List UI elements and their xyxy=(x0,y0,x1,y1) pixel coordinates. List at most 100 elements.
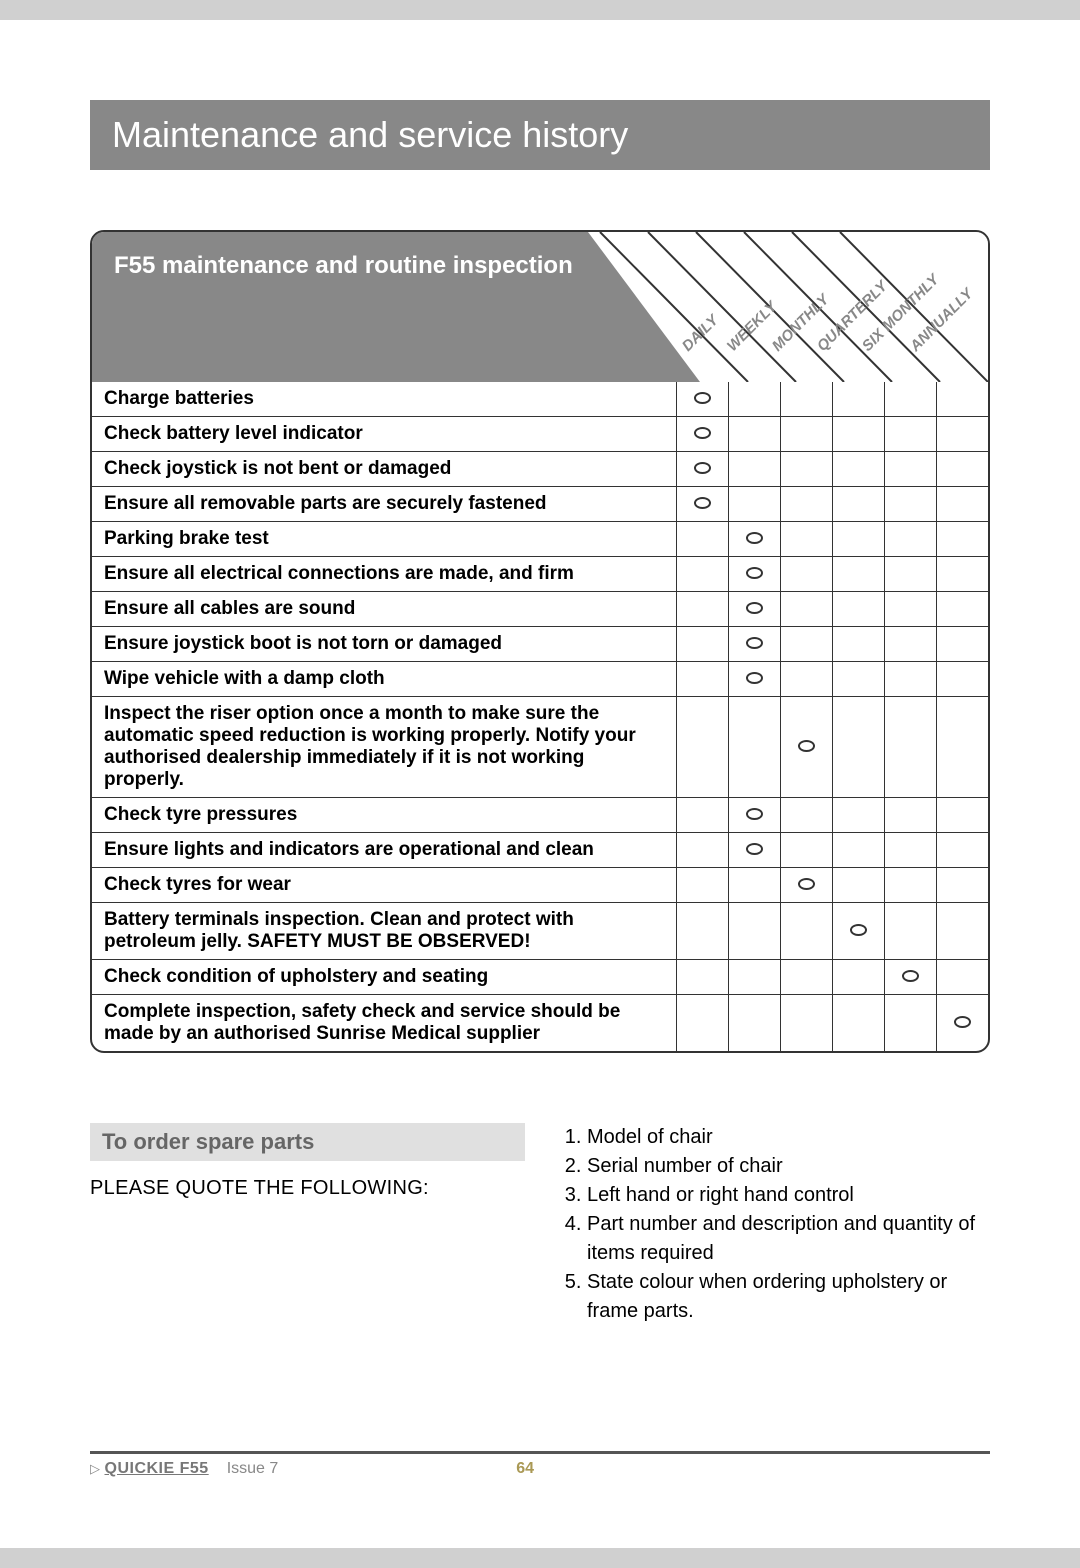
frequency-cell xyxy=(884,592,936,627)
frequency-cell xyxy=(676,627,728,662)
check-dot-icon xyxy=(746,637,763,649)
frequency-cell xyxy=(780,452,832,487)
list-item: State colour when ordering upholstery or… xyxy=(587,1268,990,1326)
frequency-cell xyxy=(936,382,988,417)
frequency-cell xyxy=(676,833,728,868)
frequency-cell xyxy=(676,697,728,798)
table-row: Complete inspection, safety check and se… xyxy=(92,995,988,1052)
task-description: Check condition of upholstery and seatin… xyxy=(92,960,676,995)
frequency-cell xyxy=(884,868,936,903)
frequency-cell xyxy=(676,557,728,592)
frequency-cell xyxy=(676,382,728,417)
frequency-cell xyxy=(832,868,884,903)
spare-parts-heading: To order spare parts xyxy=(90,1123,525,1161)
task-description: Complete inspection, safety check and se… xyxy=(92,995,676,1052)
frequency-cell xyxy=(832,960,884,995)
frequency-cell xyxy=(936,697,988,798)
frequency-cell xyxy=(884,452,936,487)
task-description: Check battery level indicator xyxy=(92,417,676,452)
frequency-cell xyxy=(936,487,988,522)
list-item: Part number and description and quantity… xyxy=(587,1210,990,1268)
frequency-cell xyxy=(832,417,884,452)
triangle-icon: ▷ xyxy=(90,1461,101,1476)
frequency-cell xyxy=(884,417,936,452)
frequency-cell xyxy=(728,995,780,1052)
frequency-cell xyxy=(676,417,728,452)
table-row: Check tyres for wear xyxy=(92,868,988,903)
frequency-cell xyxy=(832,903,884,960)
task-description: Ensure all cables are sound xyxy=(92,592,676,627)
frequency-cell xyxy=(676,903,728,960)
quote-instruction: PLEASE QUOTE THE FOLLOWING: xyxy=(90,1177,525,1200)
list-item: Left hand or right hand control xyxy=(587,1181,990,1210)
check-dot-icon xyxy=(902,970,919,982)
frequency-cell xyxy=(780,833,832,868)
frequency-cell xyxy=(728,382,780,417)
frequency-cell xyxy=(832,798,884,833)
frequency-cell xyxy=(728,662,780,697)
frequency-cell xyxy=(780,522,832,557)
task-description: Check joystick is not bent or damaged xyxy=(92,452,676,487)
frequency-cell xyxy=(728,627,780,662)
task-description: Check tyres for wear xyxy=(92,868,676,903)
task-description: Ensure all electrical connections are ma… xyxy=(92,557,676,592)
frequency-cell xyxy=(676,995,728,1052)
frequency-cell xyxy=(780,557,832,592)
frequency-cell xyxy=(936,903,988,960)
frequency-cell xyxy=(780,697,832,798)
frequency-cell xyxy=(832,522,884,557)
table-row: Ensure lights and indicators are operati… xyxy=(92,833,988,868)
frequency-cell xyxy=(936,995,988,1052)
task-description: Parking brake test xyxy=(92,522,676,557)
frequency-cell xyxy=(936,662,988,697)
frequency-cell xyxy=(936,557,988,592)
check-dot-icon xyxy=(694,497,711,509)
frequency-cell xyxy=(936,960,988,995)
check-dot-icon xyxy=(746,672,763,684)
frequency-cell xyxy=(936,592,988,627)
frequency-cell xyxy=(780,662,832,697)
frequency-cell xyxy=(728,798,780,833)
frequency-cell xyxy=(728,417,780,452)
frequency-cell xyxy=(884,382,936,417)
frequency-cell xyxy=(884,697,936,798)
frequency-cell xyxy=(936,417,988,452)
list-item: Serial number of chair xyxy=(587,1152,990,1181)
schedule-table: Charge batteriesCheck battery level indi… xyxy=(92,382,988,1051)
frequency-cell xyxy=(884,995,936,1052)
table-row: Ensure all removable parts are securely … xyxy=(92,487,988,522)
list-item: Model of chair xyxy=(587,1123,990,1152)
check-dot-icon xyxy=(746,843,763,855)
frequency-cell xyxy=(780,798,832,833)
check-dot-icon xyxy=(694,462,711,474)
frequency-cell xyxy=(780,903,832,960)
task-description: Ensure lights and indicators are operati… xyxy=(92,833,676,868)
page: Maintenance and service history F55 main… xyxy=(0,20,1080,1548)
table-row: Charge batteries xyxy=(92,382,988,417)
frequency-cell xyxy=(884,522,936,557)
task-description: Inspect the riser option once a month to… xyxy=(92,697,676,798)
frequency-cell xyxy=(936,522,988,557)
frequency-cell xyxy=(728,868,780,903)
check-dot-icon xyxy=(694,427,711,439)
check-dot-icon xyxy=(746,567,763,579)
frequency-cell xyxy=(936,798,988,833)
frequency-cell xyxy=(728,903,780,960)
frequency-cell xyxy=(832,487,884,522)
frequency-cell xyxy=(728,452,780,487)
frequency-cell xyxy=(832,382,884,417)
check-dot-icon xyxy=(954,1016,971,1028)
table-row: Inspect the riser option once a month to… xyxy=(92,697,988,798)
table-row: Battery terminals inspection. Clean and … xyxy=(92,903,988,960)
frequency-cell xyxy=(676,592,728,627)
frequency-cell xyxy=(884,557,936,592)
frequency-cell xyxy=(832,592,884,627)
frequency-cell xyxy=(676,487,728,522)
task-description: Check tyre pressures xyxy=(92,798,676,833)
frequency-cell xyxy=(936,452,988,487)
frequency-cell xyxy=(884,903,936,960)
frequency-cell xyxy=(780,995,832,1052)
check-dot-icon xyxy=(746,532,763,544)
frequency-cell xyxy=(676,798,728,833)
table-row: Check tyre pressures xyxy=(92,798,988,833)
